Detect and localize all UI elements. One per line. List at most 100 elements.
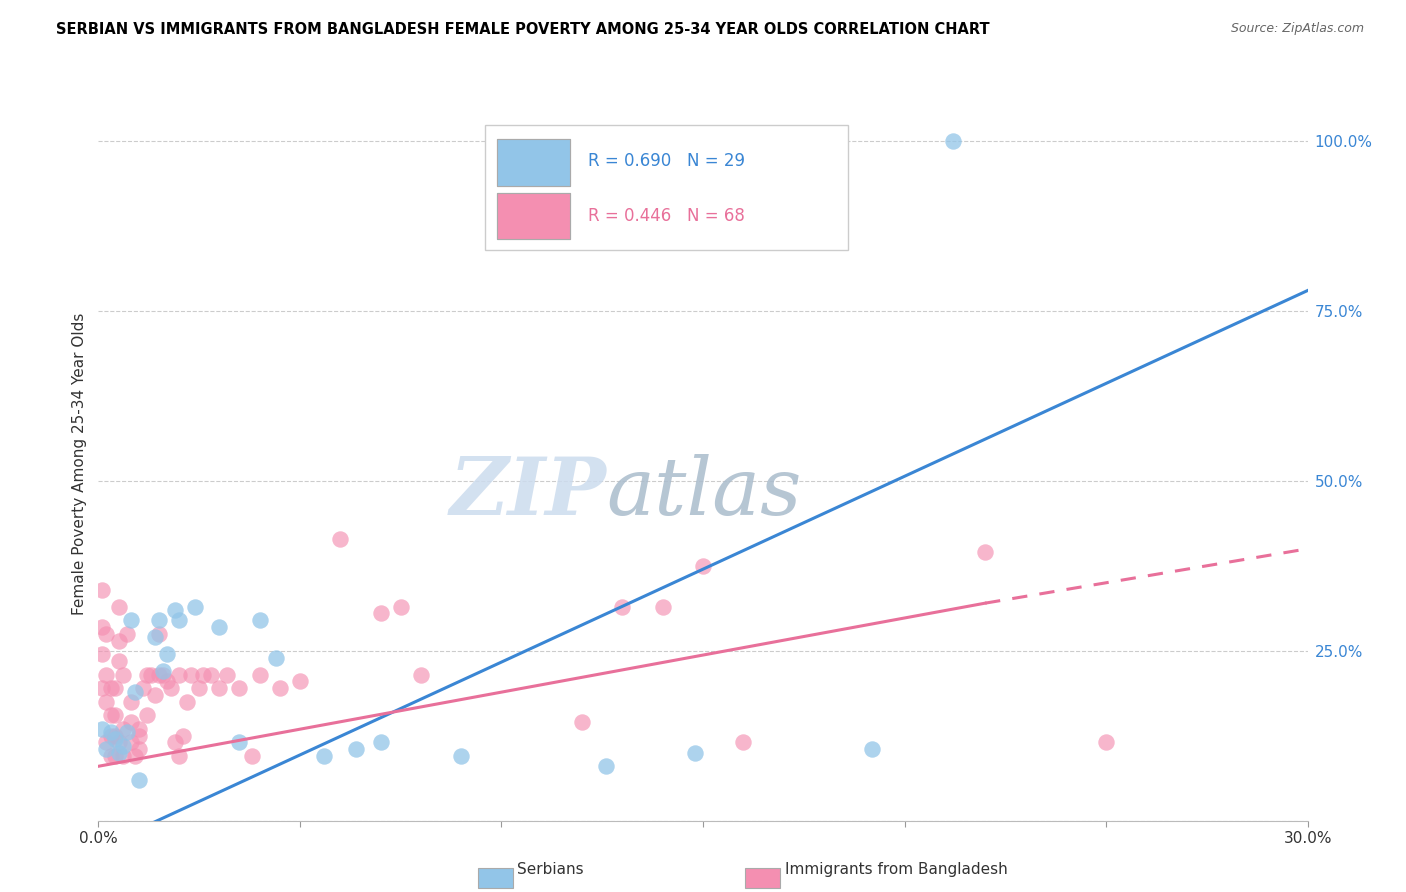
Point: [148, 626, 170, 640]
FancyBboxPatch shape: [498, 193, 569, 239]
Point: [148, 613, 170, 627]
Point: [115, 725, 138, 739]
Point: [124, 749, 146, 764]
Point: [370, 735, 392, 749]
Point: [143, 630, 166, 644]
Text: atlas: atlas: [606, 454, 801, 531]
Text: ZIP: ZIP: [450, 454, 606, 531]
Point: [128, 722, 150, 736]
Point: [111, 749, 134, 764]
Point: [111, 739, 134, 753]
Point: [107, 599, 129, 614]
Point: [329, 532, 352, 546]
Point: [733, 735, 755, 749]
Point: [152, 664, 174, 678]
Point: [103, 749, 125, 764]
Point: [91, 681, 114, 695]
Point: [595, 759, 617, 773]
Point: [120, 715, 142, 730]
Point: [1095, 735, 1118, 749]
Point: [96, 735, 118, 749]
Point: [100, 708, 122, 723]
Point: [571, 715, 593, 730]
Point: [103, 681, 125, 695]
Point: [91, 582, 114, 597]
Point: [612, 599, 634, 614]
Point: [96, 695, 118, 709]
Point: [184, 599, 207, 614]
Point: [103, 732, 125, 747]
FancyBboxPatch shape: [485, 125, 848, 250]
Point: [100, 749, 122, 764]
Point: [163, 603, 186, 617]
Point: [96, 626, 118, 640]
Text: Immigrants from Bangladesh: Immigrants from Bangladesh: [785, 863, 1007, 877]
Point: [120, 613, 142, 627]
Point: [148, 667, 170, 681]
Point: [100, 725, 122, 739]
Point: [107, 654, 129, 668]
Point: [450, 749, 472, 764]
Point: [228, 681, 250, 695]
Point: [344, 742, 367, 756]
Point: [370, 607, 392, 621]
Point: [124, 684, 146, 698]
Point: [100, 681, 122, 695]
Point: [143, 688, 166, 702]
Point: [107, 746, 129, 760]
Point: [651, 599, 673, 614]
Point: [91, 620, 114, 634]
Point: [128, 742, 150, 756]
Point: [128, 729, 150, 743]
Point: [96, 742, 118, 756]
Point: [103, 729, 125, 743]
Point: [120, 695, 142, 709]
Point: [135, 708, 157, 723]
Point: [288, 674, 311, 689]
Point: [152, 667, 174, 681]
Point: [942, 134, 965, 148]
Point: [167, 749, 190, 764]
Point: [156, 647, 179, 661]
Point: [96, 667, 118, 681]
Point: [132, 681, 155, 695]
Point: [111, 667, 134, 681]
Point: [100, 729, 122, 743]
Point: [176, 695, 198, 709]
Point: [120, 735, 142, 749]
Point: [115, 626, 138, 640]
Point: [409, 667, 432, 681]
Point: [163, 735, 186, 749]
Text: R = 0.446   N = 68: R = 0.446 N = 68: [588, 207, 745, 225]
Text: R = 0.690   N = 29: R = 0.690 N = 29: [588, 152, 745, 169]
Point: [180, 667, 202, 681]
Point: [208, 681, 231, 695]
Y-axis label: Female Poverty Among 25-34 Year Olds: Female Poverty Among 25-34 Year Olds: [72, 313, 87, 615]
Point: [208, 620, 231, 634]
Point: [103, 708, 125, 723]
Point: [188, 681, 211, 695]
Point: [249, 613, 271, 627]
Point: [193, 667, 215, 681]
Point: [167, 613, 190, 627]
FancyBboxPatch shape: [498, 139, 569, 186]
Point: [249, 667, 271, 681]
Point: [683, 746, 706, 760]
Point: [692, 558, 714, 573]
Point: [240, 749, 263, 764]
Point: [91, 647, 114, 661]
Point: [264, 650, 287, 665]
Point: [269, 681, 291, 695]
Point: [139, 667, 162, 681]
Point: [974, 545, 997, 559]
Point: [107, 633, 129, 648]
Point: [172, 729, 194, 743]
Point: [160, 681, 183, 695]
Text: SERBIAN VS IMMIGRANTS FROM BANGLADESH FEMALE POVERTY AMONG 25-34 YEAR OLDS CORRE: SERBIAN VS IMMIGRANTS FROM BANGLADESH FE…: [56, 22, 990, 37]
Point: [107, 735, 129, 749]
Point: [91, 722, 114, 736]
Point: [860, 742, 883, 756]
Point: [167, 667, 190, 681]
Text: Serbians: Serbians: [517, 863, 583, 877]
Point: [217, 667, 239, 681]
